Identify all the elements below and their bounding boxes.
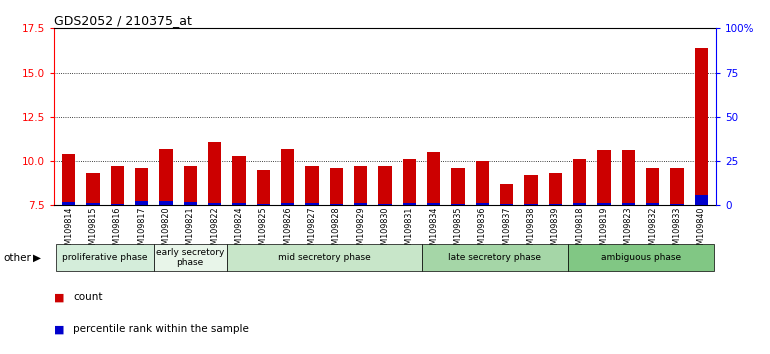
Text: other: other: [4, 252, 32, 263]
Bar: [86, 173, 99, 205]
Bar: [208, 202, 221, 205]
Bar: [62, 154, 75, 205]
Bar: [183, 166, 197, 205]
Bar: [135, 168, 149, 205]
Text: mid secretory phase: mid secretory phase: [278, 253, 370, 262]
Bar: [86, 202, 99, 205]
Bar: [354, 166, 367, 205]
Bar: [695, 195, 708, 205]
Bar: [451, 168, 465, 205]
Bar: [403, 202, 416, 205]
Text: ■: ■: [54, 324, 65, 334]
Bar: [646, 168, 659, 205]
Bar: [500, 184, 514, 205]
Text: late secretory phase: late secretory phase: [448, 253, 541, 262]
Bar: [330, 168, 343, 205]
Bar: [671, 204, 684, 205]
Bar: [476, 161, 489, 205]
Bar: [427, 202, 440, 205]
Bar: [256, 170, 270, 205]
Bar: [598, 202, 611, 205]
Bar: [524, 175, 537, 205]
Text: proliferative phase: proliferative phase: [62, 253, 148, 262]
Bar: [524, 204, 537, 205]
Bar: [111, 204, 124, 205]
Bar: [476, 202, 489, 205]
Bar: [183, 202, 197, 205]
Bar: [671, 168, 684, 205]
Text: percentile rank within the sample: percentile rank within the sample: [73, 324, 249, 334]
Bar: [135, 201, 149, 205]
Bar: [330, 204, 343, 205]
Bar: [573, 159, 587, 205]
Bar: [208, 142, 221, 205]
Bar: [378, 204, 392, 205]
Bar: [549, 173, 562, 205]
Bar: [378, 166, 392, 205]
Text: ■: ■: [54, 292, 65, 302]
Bar: [281, 149, 294, 205]
Text: early secretory
phase: early secretory phase: [156, 248, 224, 267]
Bar: [256, 204, 270, 205]
Bar: [233, 202, 246, 205]
Bar: [305, 202, 319, 205]
Bar: [451, 204, 465, 205]
Bar: [621, 202, 635, 205]
Bar: [111, 166, 124, 205]
Bar: [598, 150, 611, 205]
Bar: [354, 202, 367, 205]
Bar: [62, 202, 75, 205]
Bar: [500, 204, 514, 205]
Bar: [233, 156, 246, 205]
Bar: [427, 152, 440, 205]
Bar: [281, 202, 294, 205]
Bar: [646, 202, 659, 205]
Bar: [695, 48, 708, 205]
Bar: [403, 159, 416, 205]
Bar: [159, 201, 172, 205]
Bar: [159, 149, 172, 205]
Text: count: count: [73, 292, 102, 302]
Bar: [305, 166, 319, 205]
Text: ▶: ▶: [33, 252, 41, 263]
Bar: [549, 204, 562, 205]
Text: GDS2052 / 210375_at: GDS2052 / 210375_at: [54, 14, 192, 27]
Text: ambiguous phase: ambiguous phase: [601, 253, 681, 262]
Bar: [573, 202, 587, 205]
Bar: [621, 150, 635, 205]
